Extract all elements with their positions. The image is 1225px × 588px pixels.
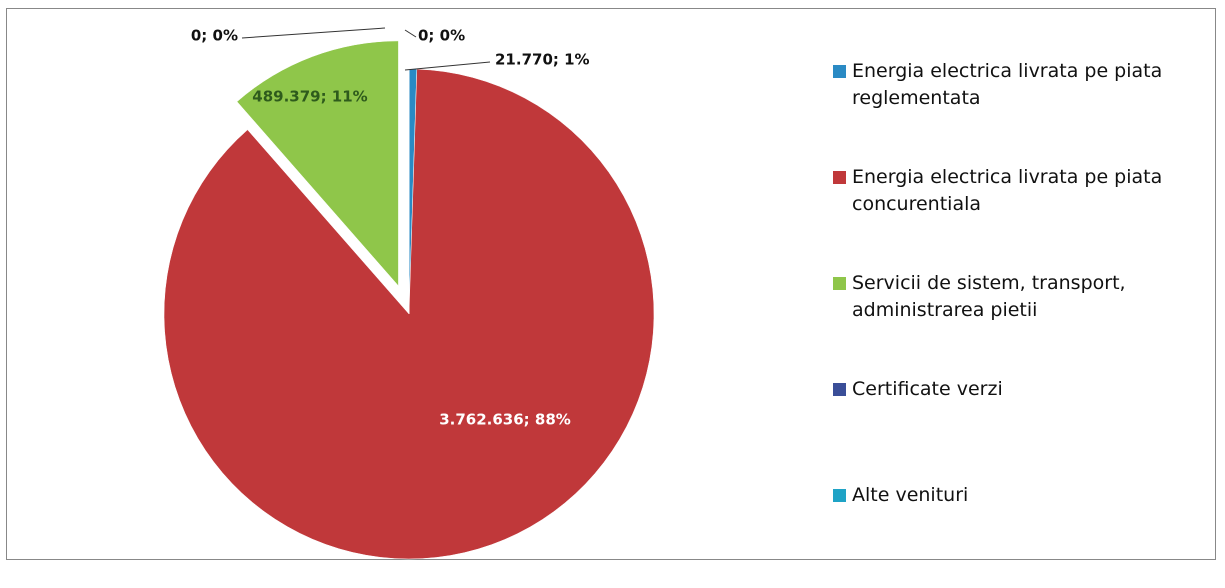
chart-frame (6, 8, 1216, 560)
legend: Energia electrica livrata pe piata regle… (833, 58, 1193, 588)
legend-swatch (833, 277, 846, 290)
legend-item: Alte venituri (833, 482, 1193, 588)
legend-swatch (833, 383, 846, 396)
legend-item: Servicii de sistem, transport, administr… (833, 270, 1193, 376)
pie-slice (163, 68, 655, 560)
data-label: 0; 0% (418, 27, 465, 45)
legend-label: Certificate verzi (852, 378, 1003, 400)
chart: 21.770; 1% 3.762.636; 88% 489.379; 11% 0; 0… (163, 27, 655, 560)
legend-swatch (833, 489, 846, 502)
pie-slice (236, 40, 399, 287)
legend-label: Alte venituri (852, 484, 969, 506)
legend-item: Energia electrica livrata pe piata concu… (833, 164, 1193, 270)
data-label: 489.379; 11% (252, 88, 367, 106)
data-label: 3.762.636; 88% (439, 411, 571, 429)
legend-item: Certificate verzi (833, 376, 1193, 482)
legend-label: Servicii de sistem, transport, administr… (852, 272, 1126, 321)
data-label: 0; 0% (191, 27, 238, 45)
legend-label: Energia electrica livrata pe piata concu… (852, 166, 1163, 215)
legend-swatch (833, 171, 846, 184)
legend-item: Energia electrica livrata pe piata regle… (833, 58, 1193, 164)
leader-line (404, 29, 417, 38)
legend-swatch (833, 65, 846, 78)
leader-line (404, 61, 491, 71)
data-label: 21.770; 1% (495, 51, 590, 69)
leader-line (241, 27, 386, 39)
legend-label: Energia electrica livrata pe piata regle… (852, 60, 1163, 109)
